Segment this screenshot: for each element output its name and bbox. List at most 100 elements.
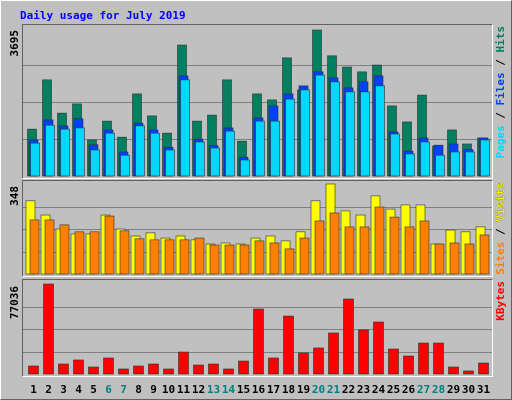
x-tick-label: 7 — [120, 383, 127, 396]
bar — [328, 332, 339, 375]
x-tick-label: 1 — [30, 383, 37, 396]
bar — [345, 91, 355, 177]
bar — [448, 366, 459, 375]
x-tick-label: 8 — [135, 383, 142, 396]
bar — [195, 141, 205, 177]
x-tick-label: 6 — [105, 383, 112, 396]
bar — [403, 355, 414, 375]
bar — [148, 363, 159, 375]
bar — [74, 231, 85, 275]
x-tick-label: 15 — [237, 383, 250, 396]
bar — [104, 215, 115, 275]
bar — [133, 365, 144, 375]
bar — [88, 366, 99, 375]
x-tick-label: 2 — [45, 383, 52, 396]
bar — [390, 133, 400, 177]
bar — [314, 220, 325, 275]
bar — [59, 224, 70, 275]
x-tick-label: 9 — [150, 383, 157, 396]
bar — [210, 147, 220, 177]
bar — [388, 348, 399, 375]
chart-title: Daily usage for July 2019 — [20, 9, 186, 22]
bar — [254, 240, 265, 275]
bar — [90, 149, 100, 177]
x-tick-label: 23 — [357, 383, 370, 396]
bar — [299, 237, 310, 275]
bar — [298, 352, 309, 375]
bar — [360, 91, 370, 177]
x-tick-label: 13 — [207, 383, 220, 396]
legend: Pages / Files / Hits — [494, 26, 507, 159]
bar — [103, 357, 114, 375]
bar — [179, 239, 190, 275]
bar — [28, 365, 39, 375]
bar — [313, 347, 324, 375]
bar — [389, 216, 400, 275]
bar — [283, 315, 294, 375]
bar — [419, 220, 430, 275]
bar — [163, 368, 174, 375]
bar — [255, 120, 265, 177]
bar — [89, 231, 100, 275]
bar — [358, 329, 369, 375]
y-tick-label: 348 — [8, 186, 21, 206]
bar — [375, 85, 385, 177]
x-tick-label: 25 — [387, 383, 400, 396]
legend-entry: Pages — [494, 125, 507, 158]
bar — [165, 149, 175, 177]
bar — [315, 74, 325, 177]
x-tick-label: 27 — [417, 383, 430, 396]
x-tick-label: 30 — [462, 383, 475, 396]
legend-entry: Files — [494, 72, 507, 105]
plot-frame — [22, 279, 493, 377]
x-tick-label: 21 — [327, 383, 341, 396]
bar — [44, 219, 55, 275]
bar — [224, 244, 235, 275]
x-tick-label: 10 — [162, 383, 175, 396]
bar — [300, 89, 310, 177]
bar — [268, 357, 279, 375]
bar — [45, 124, 55, 177]
bar — [118, 368, 129, 375]
bar — [29, 219, 40, 275]
bar — [73, 359, 84, 375]
bar — [433, 342, 444, 375]
bar — [119, 230, 130, 275]
bar — [284, 248, 295, 275]
x-tick-label: 26 — [402, 383, 416, 396]
bar — [193, 364, 204, 375]
bar — [359, 226, 370, 275]
bar — [435, 154, 445, 177]
bar — [344, 226, 355, 275]
legend-entry: Sites — [494, 242, 507, 275]
bar — [223, 368, 234, 375]
bar — [478, 362, 489, 375]
bar — [238, 360, 249, 375]
x-tick-label: 5 — [90, 383, 97, 396]
x-tick-label: 17 — [267, 383, 280, 396]
bar — [75, 127, 85, 177]
bar — [434, 243, 445, 275]
bar — [30, 142, 40, 177]
bar — [253, 308, 264, 375]
bar — [269, 242, 280, 275]
plot-frame — [22, 24, 493, 179]
plot-frame — [22, 24, 493, 179]
x-tick-label: 11 — [177, 383, 191, 396]
plot-frame — [22, 180, 493, 277]
x-tick-label: 12 — [192, 383, 205, 396]
x-tick-label: 19 — [297, 383, 310, 396]
x-tick-label: 31 — [477, 383, 491, 396]
bar — [194, 237, 205, 275]
legend: Sites / Visits — [494, 182, 507, 275]
x-tick-label: 22 — [342, 383, 355, 396]
bar — [330, 81, 340, 177]
bar — [480, 139, 490, 177]
bar — [208, 363, 219, 375]
x-tick-label: 20 — [312, 383, 325, 396]
x-tick-label: 24 — [372, 383, 386, 396]
bar — [135, 125, 145, 177]
x-tick-label: 3 — [60, 383, 67, 396]
